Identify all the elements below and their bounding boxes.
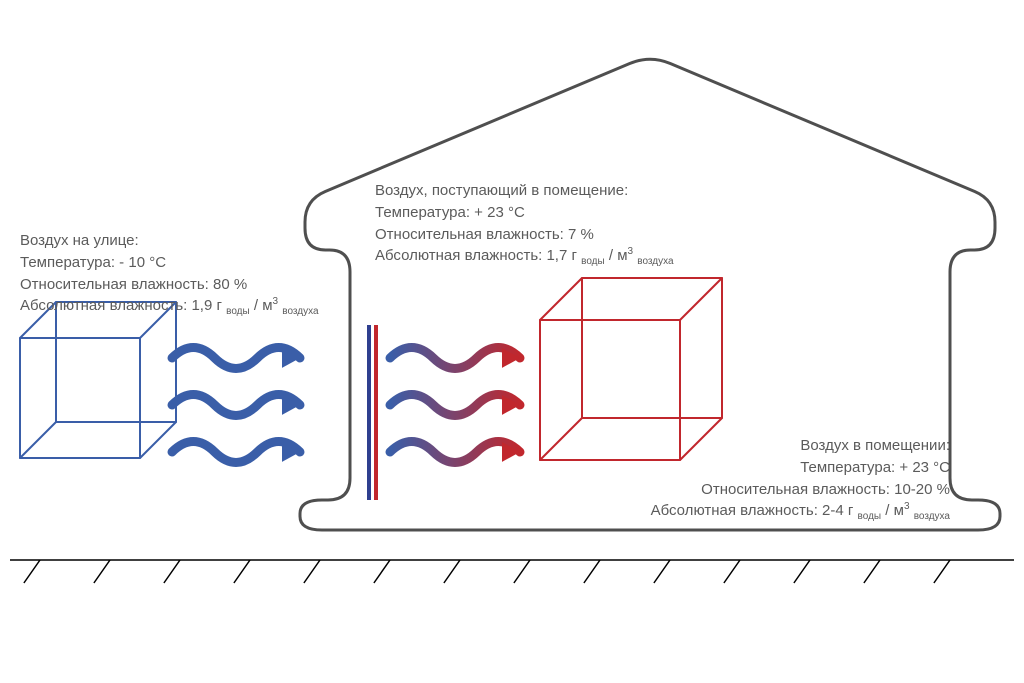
incoming-title: Воздух, поступающий в помещение: <box>375 180 775 202</box>
incoming-air-label: Воздух, поступающий в помещение: Темпера… <box>375 180 775 270</box>
outside-flow-arrow-1 <box>172 395 300 416</box>
outside-flow-arrow-2 <box>172 442 300 463</box>
outside-abs: Абсолютная влажность: 1,9 г воды / м3 во… <box>20 295 360 320</box>
indoor-air-label: Воздух в помещении: Температура: + 23 °C… <box>570 435 950 525</box>
indoor-abs: Абсолютная влажность: 2-4 г воды / м3 во… <box>570 500 950 525</box>
diagram-stage: Воздух на улице: Температура: - 10 °C От… <box>0 0 1024 683</box>
ground <box>10 560 1014 583</box>
diagram-svg <box>0 0 1024 683</box>
outside-rh: Относительная влажность: 80 % <box>20 274 360 296</box>
incoming-temp: Температура: + 23 °C <box>375 202 775 224</box>
outside-air-label: Воздух на улице: Температура: - 10 °C От… <box>20 230 360 320</box>
outside-temp: Температура: - 10 °C <box>20 252 360 274</box>
incoming-rh: Относительная влажность: 7 % <box>375 224 775 246</box>
incoming-abs: Абсолютная влажность: 1,7 г воды / м3 во… <box>375 245 775 270</box>
outside-title: Воздух на улице: <box>20 230 360 252</box>
outside-flow-arrow-0 <box>172 348 300 369</box>
indoor-rh: Относительная влажность: 10-20 % <box>570 479 950 501</box>
indoor-temp: Температура: + 23 °C <box>570 457 950 479</box>
indoor-title: Воздух в помещении: <box>570 435 950 457</box>
outside-cube <box>20 302 176 458</box>
